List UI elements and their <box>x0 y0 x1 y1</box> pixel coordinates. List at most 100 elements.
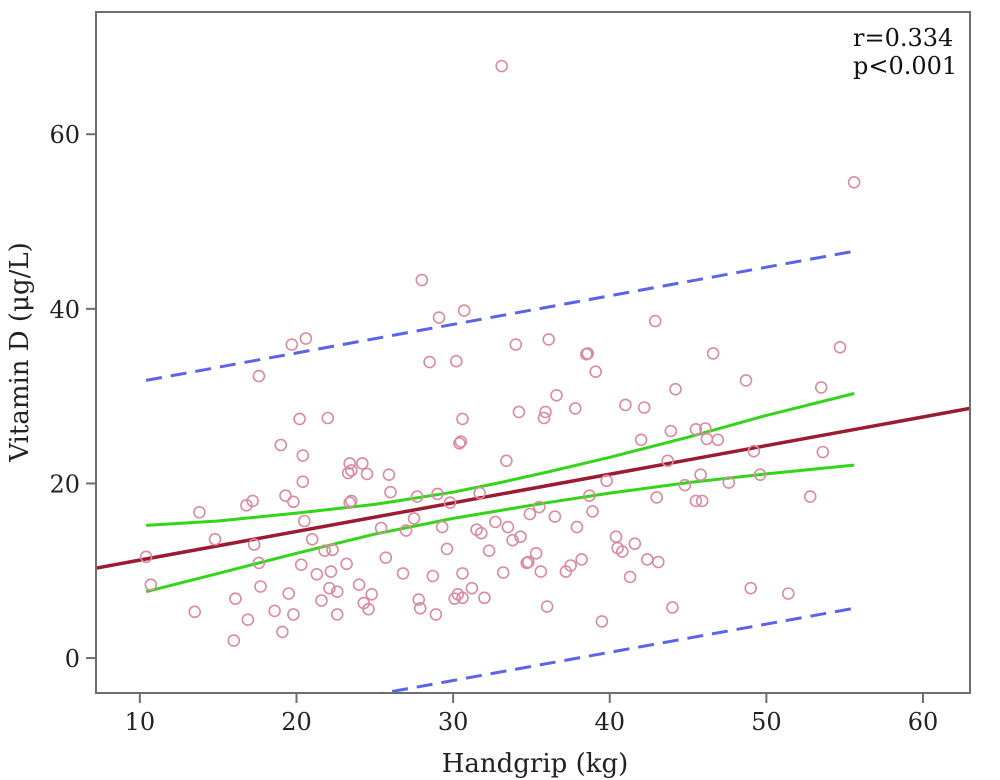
confidence-lower-line <box>145 463 855 594</box>
data-point <box>343 496 357 510</box>
data-point <box>739 374 753 387</box>
data-point <box>443 496 457 510</box>
data-point <box>341 466 355 480</box>
x-tick-label: 50 <box>751 708 782 736</box>
prediction-upper-line <box>145 249 855 382</box>
data-point <box>847 176 861 189</box>
data-point <box>279 489 292 503</box>
data-point <box>586 505 599 518</box>
data-point <box>456 412 469 426</box>
data-point <box>227 634 241 647</box>
correlation-annotation: r=0.334 <box>853 24 953 52</box>
data-point <box>282 587 296 600</box>
data-point <box>330 608 344 621</box>
data-point <box>247 538 261 551</box>
data-point <box>352 578 366 592</box>
data-point <box>532 500 546 514</box>
data-point <box>426 569 440 583</box>
x-tick-label: 20 <box>281 708 312 736</box>
data-point <box>384 485 397 499</box>
x-tick-label: 10 <box>125 708 156 736</box>
data-point <box>550 388 563 402</box>
data-point <box>274 438 288 452</box>
data-point <box>523 507 537 521</box>
data-point <box>628 537 642 551</box>
data-point <box>456 567 469 580</box>
data-point <box>305 532 319 546</box>
data-point <box>330 585 344 599</box>
data-point <box>449 354 463 368</box>
data-point <box>297 514 311 528</box>
data-point <box>803 490 817 503</box>
data-point <box>344 494 358 508</box>
data-point <box>399 524 413 537</box>
data-point <box>600 474 613 488</box>
data-point <box>623 570 637 584</box>
data-point <box>379 551 393 565</box>
data-point <box>568 402 582 415</box>
data-point <box>323 581 336 595</box>
data-point <box>423 355 436 369</box>
data-point <box>542 333 556 346</box>
data-point <box>454 435 468 448</box>
y-tick-label: 0 <box>65 645 80 673</box>
data-point <box>482 544 496 558</box>
data-point <box>548 510 562 523</box>
data-point <box>285 338 299 351</box>
data-point <box>666 601 679 614</box>
data-point <box>229 592 242 606</box>
data-point <box>432 311 446 324</box>
confidence-upper-line <box>146 392 855 527</box>
data-point <box>453 436 466 450</box>
data-point <box>474 526 488 540</box>
data-point <box>589 365 603 379</box>
data-points-layer <box>139 59 861 647</box>
data-point <box>583 489 596 503</box>
data-point <box>833 340 847 354</box>
data-point <box>344 464 358 477</box>
data-point <box>299 332 313 345</box>
data-point <box>581 347 595 360</box>
data-point <box>296 475 310 489</box>
data-point <box>689 422 703 436</box>
data-point <box>310 567 324 581</box>
data-point <box>254 580 267 593</box>
data-point <box>534 565 548 578</box>
data-point <box>360 467 374 481</box>
x-tick-label: 60 <box>908 708 939 736</box>
data-point <box>781 587 795 600</box>
data-point <box>343 457 357 470</box>
data-point <box>246 494 259 508</box>
data-point <box>694 468 707 482</box>
data-point <box>506 533 519 547</box>
data-point <box>678 478 692 492</box>
data-point <box>407 512 421 525</box>
data-point <box>648 314 662 328</box>
data-point <box>268 604 281 618</box>
data-point <box>321 411 335 425</box>
x-tick-label: 40 <box>594 708 625 736</box>
data-point <box>501 520 515 534</box>
data-point <box>415 273 429 287</box>
axis-ticks-layer: 10 20 30 40 50 60 0 20 40 60 <box>49 121 938 736</box>
data-point <box>661 454 675 468</box>
x-axis-title: Handgrip (kg) <box>442 749 629 779</box>
data-point <box>509 338 523 351</box>
data-point <box>365 587 379 601</box>
data-point <box>457 304 471 317</box>
data-point <box>355 457 369 470</box>
data-point <box>722 476 736 489</box>
data-point <box>615 545 629 558</box>
data-point <box>747 444 761 458</box>
data-point <box>521 555 535 569</box>
data-point <box>287 608 300 621</box>
data-point <box>650 491 664 504</box>
data-point <box>410 490 424 503</box>
data-point <box>362 602 375 616</box>
data-point <box>744 581 758 595</box>
prediction-lower-line <box>375 606 855 693</box>
data-point <box>473 486 487 500</box>
x-tick-label: 30 <box>438 708 469 736</box>
data-point <box>651 555 665 569</box>
